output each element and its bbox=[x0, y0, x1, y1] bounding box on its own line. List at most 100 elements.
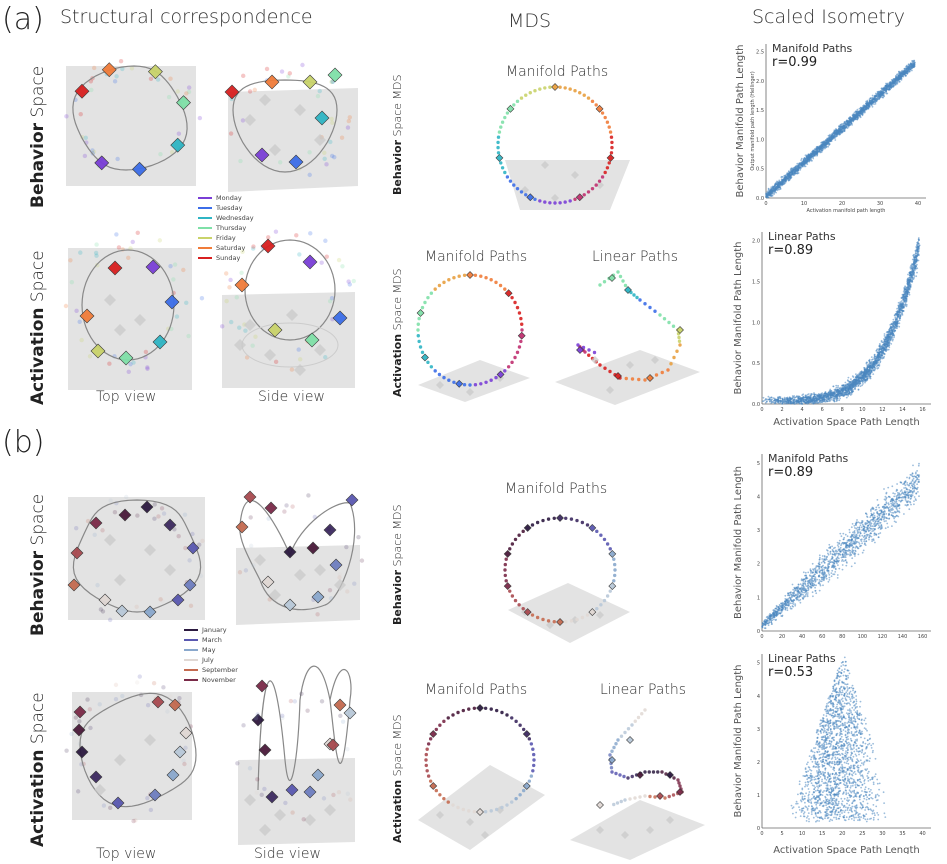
mds-point bbox=[607, 125, 611, 129]
mds-point bbox=[643, 302, 647, 306]
mds-point bbox=[541, 518, 545, 523]
mds-point bbox=[519, 190, 524, 194]
scatter-point bbox=[890, 343, 893, 345]
mds-b-behavior-title: Manifold Paths bbox=[505, 481, 608, 497]
mds-point bbox=[576, 343, 580, 347]
mds-point bbox=[623, 730, 627, 735]
mds-point bbox=[521, 606, 525, 611]
scatter-point bbox=[841, 123, 844, 125]
mds-point bbox=[510, 542, 515, 546]
mds-point bbox=[552, 620, 556, 624]
mds-point bbox=[514, 719, 518, 724]
embedding-point bbox=[336, 257, 342, 263]
embedding-point bbox=[329, 116, 334, 122]
embedding-point bbox=[300, 62, 305, 68]
embedding-point bbox=[158, 597, 163, 602]
embedding-point bbox=[166, 94, 172, 100]
embedding-point bbox=[64, 114, 69, 119]
scatter-point bbox=[873, 354, 876, 356]
embedding-point bbox=[280, 715, 285, 721]
mds-point bbox=[483, 810, 488, 814]
scatter-point bbox=[827, 145, 830, 148]
embedding-point bbox=[243, 568, 249, 573]
month-marker bbox=[265, 790, 279, 804]
scatter-point bbox=[906, 68, 908, 71]
weekday-marker bbox=[288, 154, 304, 170]
mds-marker bbox=[608, 756, 616, 764]
embedding-point bbox=[315, 612, 320, 617]
mds-marker bbox=[504, 289, 513, 298]
embedding-point bbox=[305, 708, 310, 713]
mds-point bbox=[484, 275, 488, 280]
scatter-point bbox=[820, 151, 823, 154]
embedding-point bbox=[307, 172, 312, 178]
mds-marker bbox=[522, 782, 531, 790]
embedding-point bbox=[87, 354, 93, 359]
scatter-point bbox=[844, 381, 847, 384]
scatter-point bbox=[893, 336, 895, 339]
scatter-point bbox=[892, 338, 894, 341]
scatter-point bbox=[904, 68, 907, 70]
scatter-point bbox=[871, 100, 874, 103]
scatter-point bbox=[786, 173, 789, 176]
mds-point bbox=[497, 130, 502, 134]
mds-point bbox=[496, 145, 500, 150]
shadow-marker bbox=[144, 734, 156, 746]
mds-marker bbox=[476, 704, 484, 712]
mds-point bbox=[500, 166, 505, 170]
mds-point bbox=[447, 378, 451, 382]
legend-months: January March May July September November bbox=[184, 625, 238, 685]
mds-point bbox=[667, 320, 671, 325]
scatter-point bbox=[818, 400, 821, 403]
embedding-point bbox=[145, 366, 150, 371]
embedding-point bbox=[262, 786, 267, 792]
mds-point bbox=[599, 603, 603, 607]
weekday-marker bbox=[90, 343, 106, 359]
scatter-point bbox=[878, 97, 880, 100]
embedding-point bbox=[115, 156, 120, 162]
scatter-point bbox=[840, 386, 842, 389]
mds-point bbox=[489, 378, 493, 382]
mds-point bbox=[643, 378, 647, 382]
mds-point bbox=[515, 305, 520, 310]
mds-point bbox=[538, 199, 542, 203]
embedding-point bbox=[328, 139, 333, 145]
scatter-point bbox=[866, 103, 869, 106]
scatter-inner-ylabel: Output manifold path length (Hellinger) bbox=[750, 71, 756, 170]
mds-point bbox=[461, 807, 466, 812]
scatter-point bbox=[771, 192, 774, 194]
x-tick-label: 8 bbox=[841, 407, 844, 413]
scatter-point bbox=[833, 135, 835, 138]
mds-point bbox=[558, 201, 562, 205]
scatter-point bbox=[800, 163, 803, 165]
month-marker bbox=[285, 783, 299, 797]
mds-point bbox=[500, 805, 504, 810]
scatter-point bbox=[902, 72, 905, 75]
mds-point bbox=[500, 710, 504, 715]
embedding-point bbox=[130, 239, 135, 245]
scatter-point bbox=[808, 160, 810, 163]
mds-point bbox=[517, 533, 521, 537]
mds-point bbox=[456, 710, 460, 715]
activation-top-curve-a bbox=[81, 249, 175, 361]
scatter-point bbox=[882, 96, 884, 99]
shadow-marker bbox=[244, 794, 256, 806]
scatter-point bbox=[799, 167, 802, 170]
scatter-point bbox=[804, 154, 807, 157]
scatter-point bbox=[822, 144, 824, 147]
scatter-ylabel: Behavior Manifold Path Length bbox=[735, 44, 746, 197]
mds-point bbox=[528, 91, 532, 95]
shadow-marker bbox=[571, 171, 579, 179]
embedding-point bbox=[248, 515, 253, 520]
mds-point bbox=[610, 145, 614, 150]
mds-point bbox=[426, 774, 431, 778]
month-marker bbox=[329, 558, 343, 572]
mds-point bbox=[416, 322, 420, 326]
embedding-point bbox=[151, 681, 157, 686]
legend-swatch bbox=[184, 659, 198, 661]
mds-point bbox=[434, 788, 439, 793]
shadow-marker bbox=[114, 324, 126, 336]
mds-a-act-linear-title: Linear Paths bbox=[592, 249, 679, 265]
mds-marker bbox=[575, 193, 584, 202]
scatter-point bbox=[869, 97, 872, 99]
